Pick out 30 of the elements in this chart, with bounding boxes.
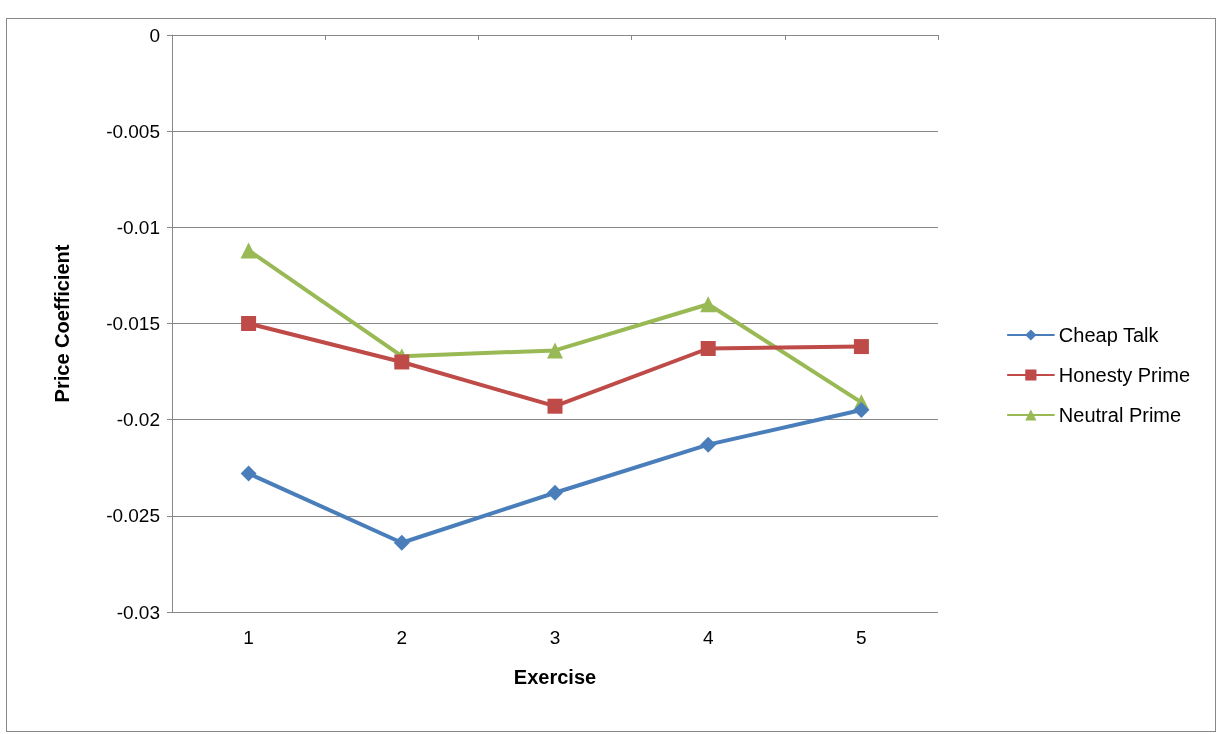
legend-label: Cheap Talk bbox=[1058, 324, 1160, 346]
y-tick-label: -0.03 bbox=[116, 601, 160, 623]
y-tick-label: -0.005 bbox=[106, 120, 160, 142]
x-tick-label: 3 bbox=[549, 627, 561, 648]
point bbox=[393, 534, 410, 551]
y-tick-label: -0.01 bbox=[116, 216, 160, 238]
point bbox=[241, 316, 257, 331]
x-tick-label: 4 bbox=[702, 627, 714, 648]
point bbox=[700, 436, 717, 453]
point bbox=[700, 341, 716, 356]
y-tick-label: -0.02 bbox=[116, 409, 160, 431]
point bbox=[240, 242, 257, 259]
x-tick-label: 2 bbox=[396, 627, 408, 648]
x-tick-label: 5 bbox=[856, 627, 867, 648]
x-tick-label: 1 bbox=[243, 627, 254, 648]
point bbox=[547, 398, 563, 414]
point bbox=[547, 342, 563, 359]
point bbox=[853, 339, 869, 355]
y-tick-label: -0.025 bbox=[106, 505, 160, 527]
point bbox=[240, 465, 257, 482]
legend-label: Neutral Prime bbox=[1058, 404, 1182, 426]
point bbox=[547, 484, 563, 501]
point bbox=[700, 296, 717, 313]
y-axis-title: Price Coefficient bbox=[51, 244, 73, 403]
point bbox=[853, 402, 870, 419]
y-tick-label: 0 bbox=[149, 24, 160, 46]
legend-label: Honesty Prime bbox=[1058, 364, 1190, 386]
point bbox=[394, 354, 410, 370]
y-tick-label: -0.015 bbox=[106, 313, 160, 334]
x-axis-title: Exercise bbox=[513, 666, 597, 688]
